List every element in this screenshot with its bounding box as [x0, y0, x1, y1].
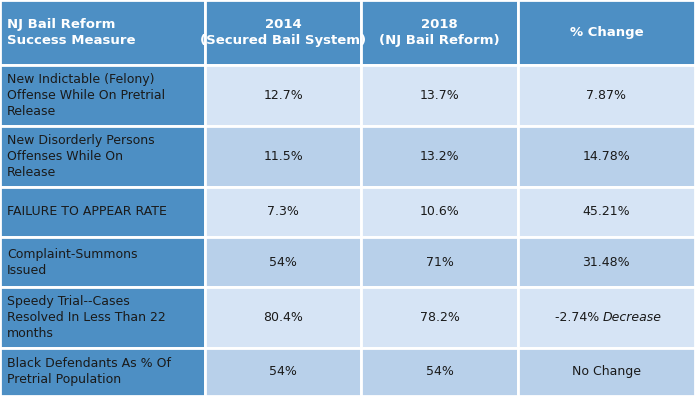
Bar	[518, 348, 695, 396]
Bar	[518, 187, 695, 237]
Text: 7.87%: 7.87%	[587, 89, 626, 102]
Text: 13.2%: 13.2%	[420, 150, 459, 163]
Bar	[205, 187, 361, 237]
Bar	[0, 348, 205, 396]
Text: 2014
(Secured Bail System): 2014 (Secured Bail System)	[200, 18, 366, 47]
Text: New Disorderly Persons
Offenses While On
Release: New Disorderly Persons Offenses While On…	[7, 134, 154, 179]
Text: FAILURE TO APPEAR RATE: FAILURE TO APPEAR RATE	[7, 206, 167, 218]
Bar	[205, 287, 361, 348]
Text: 12.7%: 12.7%	[263, 89, 303, 102]
Bar	[0, 187, 205, 237]
Text: 78.2%: 78.2%	[420, 311, 459, 324]
Bar	[518, 237, 695, 287]
Bar	[205, 65, 361, 126]
Bar	[205, 0, 361, 65]
Text: 45.21%: 45.21%	[582, 206, 630, 218]
Text: -2.74%: -2.74%	[555, 311, 603, 324]
Bar	[0, 0, 205, 65]
Text: Complaint-Summons
Issued: Complaint-Summons Issued	[7, 248, 138, 276]
Bar	[0, 287, 205, 348]
Bar	[361, 126, 518, 187]
Text: 54%: 54%	[269, 366, 297, 379]
Bar	[0, 237, 205, 287]
Text: 2018
(NJ Bail Reform): 2018 (NJ Bail Reform)	[379, 18, 500, 47]
Bar	[518, 126, 695, 187]
Bar	[518, 65, 695, 126]
Text: New Indictable (Felony)
Offense While On Pretrial
Release: New Indictable (Felony) Offense While On…	[7, 73, 165, 118]
Bar	[361, 187, 518, 237]
Text: Speedy Trial--Cases
Resolved In Less Than 22
months: Speedy Trial--Cases Resolved In Less Tha…	[7, 295, 165, 340]
Bar	[205, 237, 361, 287]
Text: Decrease: Decrease	[603, 311, 662, 324]
Text: 71%: 71%	[425, 255, 454, 268]
Text: 80.4%: 80.4%	[263, 311, 303, 324]
Bar	[361, 348, 518, 396]
Bar	[518, 287, 695, 348]
Text: 13.7%: 13.7%	[420, 89, 459, 102]
Text: 31.48%: 31.48%	[582, 255, 630, 268]
Bar	[361, 287, 518, 348]
Bar	[518, 0, 695, 65]
Bar	[361, 237, 518, 287]
Text: Black Defendants As % Of
Pretrial Population: Black Defendants As % Of Pretrial Popula…	[7, 358, 171, 386]
Text: 54%: 54%	[425, 366, 454, 379]
Bar	[205, 126, 361, 187]
Bar	[361, 65, 518, 126]
Bar	[205, 348, 361, 396]
Text: 10.6%: 10.6%	[420, 206, 459, 218]
Text: 7.3%: 7.3%	[268, 206, 299, 218]
Bar	[0, 126, 205, 187]
Bar	[0, 65, 205, 126]
Text: NJ Bail Reform
Success Measure: NJ Bail Reform Success Measure	[7, 18, 136, 47]
Bar	[361, 0, 518, 65]
Text: 11.5%: 11.5%	[263, 150, 303, 163]
Text: No Change: No Change	[572, 366, 641, 379]
Text: % Change: % Change	[570, 26, 643, 39]
Text: 54%: 54%	[269, 255, 297, 268]
Text: 14.78%: 14.78%	[582, 150, 630, 163]
